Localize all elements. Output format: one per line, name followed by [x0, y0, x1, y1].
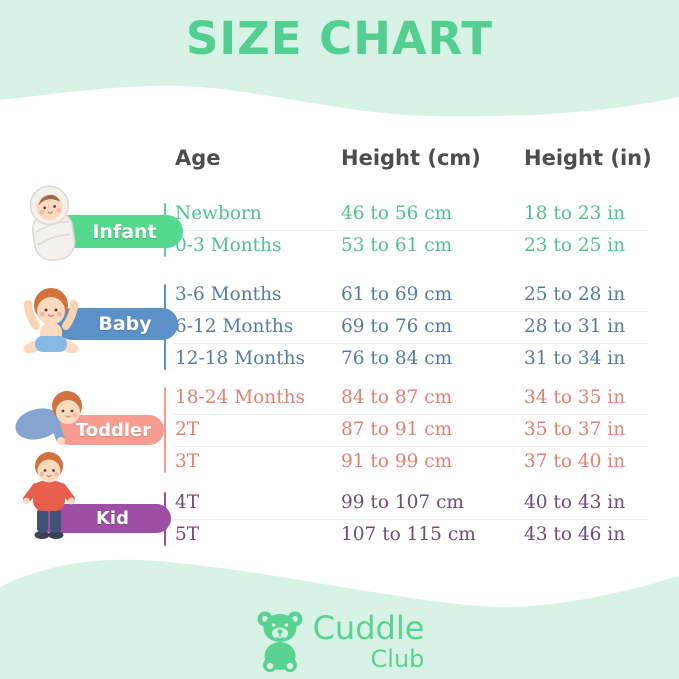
brand-name-bottom: Club	[370, 644, 425, 673]
height-in-cell: 35 to 37 in	[524, 419, 626, 440]
table-row: Newborn 46 to 56 cm 18 to 23 in	[0, 198, 679, 230]
age-cell: 3-6 Months	[175, 284, 282, 305]
height-cm-cell: 46 to 56 cm	[341, 203, 453, 224]
height-cm-cell: 107 to 115 cm	[341, 524, 476, 545]
sitting-baby-illustration	[23, 288, 79, 354]
age-cell: 5T	[175, 524, 200, 545]
table-header-row: Age Height (cm) Height (in)	[0, 146, 679, 176]
column-header-height-in: Height (in)	[524, 146, 652, 170]
table-row: 2T 87 to 91 cm 35 to 37 in	[0, 414, 679, 446]
column-header-age: Age	[175, 146, 221, 170]
brand-logo: Cuddle Club	[0, 610, 679, 672]
height-in-cell: 28 to 31 in	[524, 316, 626, 337]
toddler-group: 18-24 Months 84 to 87 cm 34 to 35 in 2T …	[0, 382, 679, 478]
height-cm-cell: 87 to 91 cm	[341, 419, 453, 440]
age-cell: 6-12 Months	[175, 316, 294, 337]
height-in-cell: 43 to 46 in	[524, 524, 626, 545]
table-row: 3-6 Months 61 to 69 cm 25 to 28 in	[0, 279, 679, 311]
height-cm-cell: 69 to 76 cm	[341, 316, 453, 337]
height-cm-cell: 84 to 87 cm	[341, 387, 453, 408]
height-in-cell: 37 to 40 in	[524, 451, 626, 472]
height-in-cell: 25 to 28 in	[524, 284, 626, 305]
table-row: 3T 91 to 99 cm 37 to 40 in	[0, 446, 679, 478]
height-cm-cell: 53 to 61 cm	[341, 235, 453, 256]
page-title: SIZE CHART	[185, 12, 494, 65]
table-row: 12-18 Months 76 to 84 cm 31 to 34 in	[0, 343, 679, 375]
age-cell: 12-18 Months	[175, 348, 306, 369]
table-row: 4T 99 to 107 cm 40 to 43 in	[0, 487, 679, 519]
swaddled-baby-illustration	[29, 185, 76, 261]
height-cm-cell: 76 to 84 cm	[341, 348, 453, 369]
infant-group: Newborn 46 to 56 cm 18 to 23 in 0-3 Mont…	[0, 198, 679, 262]
height-in-cell: 31 to 34 in	[524, 348, 626, 369]
table-row: 5T 107 to 115 cm 43 to 46 in	[0, 519, 679, 551]
table-row: 18-24 Months 84 to 87 cm 34 to 35 in	[0, 382, 679, 414]
age-cell: 4T	[175, 492, 200, 513]
table-row: 6-12 Months 69 to 76 cm 28 to 31 in	[0, 311, 679, 343]
brand-name-top: Cuddle	[312, 609, 425, 647]
height-cm-cell: 91 to 99 cm	[341, 451, 453, 472]
age-cell: Newborn	[175, 203, 262, 224]
standing-kid-illustration	[23, 452, 75, 539]
age-cell: 18-24 Months	[175, 387, 306, 408]
kid-group: 4T 99 to 107 cm 40 to 43 in 5T 107 to 11…	[0, 487, 679, 551]
age-cell: 0-3 Months	[175, 235, 282, 256]
crawling-toddler-illustration	[15, 391, 82, 445]
height-cm-cell: 99 to 107 cm	[341, 492, 464, 513]
column-header-height-cm: Height (cm)	[341, 146, 481, 170]
height-in-cell: 18 to 23 in	[524, 203, 626, 224]
teddy-bear-icon	[257, 611, 303, 672]
height-in-cell: 40 to 43 in	[524, 492, 626, 513]
height-in-cell: 34 to 35 in	[524, 387, 626, 408]
height-cm-cell: 61 to 69 cm	[341, 284, 453, 305]
height-in-cell: 23 to 25 in	[524, 235, 626, 256]
age-cell: 3T	[175, 451, 200, 472]
toddler-accent-line	[164, 387, 166, 473]
table-row: 0-3 Months 53 to 61 cm 23 to 25 in	[0, 230, 679, 262]
age-cell: 2T	[175, 419, 200, 440]
brand-name: Cuddle Club	[313, 610, 425, 671]
